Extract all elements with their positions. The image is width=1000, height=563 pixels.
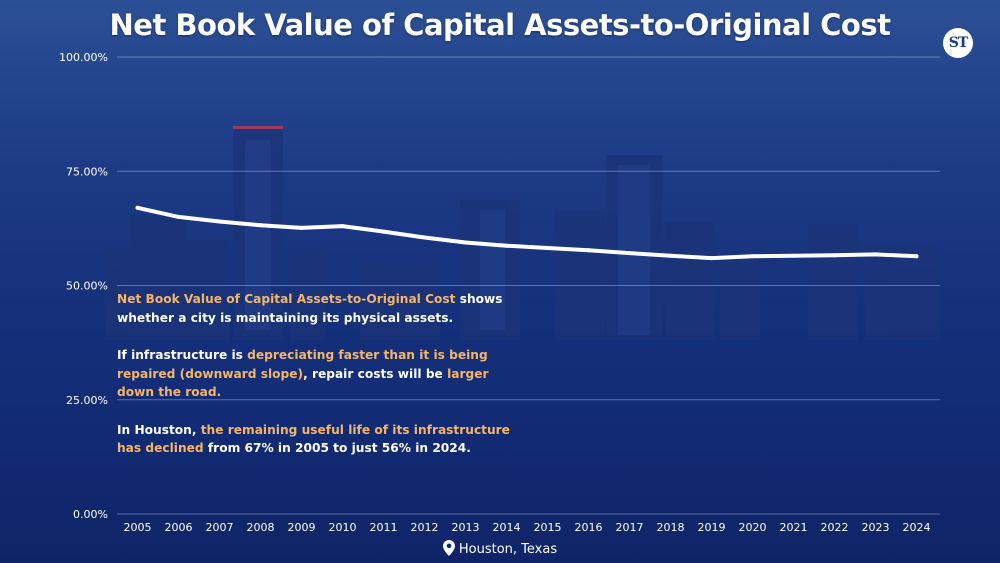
x-tick-label: 2022 — [821, 521, 849, 534]
annotation-paragraph-2: If infrastructure is depreciating faster… — [117, 346, 517, 402]
data-point — [422, 235, 427, 240]
data-point — [709, 256, 714, 261]
text-segment: In Houston, — [117, 422, 201, 437]
map-pin-icon — [442, 540, 455, 556]
data-point — [832, 253, 837, 258]
page-title: Net Book Value of Capital Assets-to-Orig… — [109, 8, 891, 42]
data-point — [914, 254, 919, 259]
text-segment: from 67% in 2005 to just 56% in 2024. — [203, 441, 471, 455]
x-tick-label: 2017 — [616, 521, 644, 534]
x-tick-label: 2012 — [411, 521, 439, 534]
logo: ST — [943, 28, 973, 58]
data-point — [463, 240, 468, 245]
y-tick-label: 50.00% — [66, 280, 108, 293]
text-segment: If infrastructure is — [117, 348, 248, 362]
x-tick-label: 2011 — [370, 521, 398, 534]
x-tick-label: 2010 — [329, 521, 357, 534]
x-tick-label: 2024 — [903, 521, 931, 534]
text-segment: , repair costs will be — [303, 366, 448, 381]
x-tick-label: 2005 — [124, 521, 152, 534]
y-tick-label: 25.00% — [66, 394, 108, 407]
x-tick-label: 2015 — [534, 521, 562, 534]
data-point — [340, 224, 345, 229]
x-tick-label: 2014 — [493, 521, 521, 534]
x-tick-label: 2021 — [780, 521, 808, 534]
data-point — [258, 223, 263, 228]
y-tick-label: 100.00% — [59, 51, 108, 64]
y-tick-label: 75.00% — [66, 165, 108, 178]
data-point — [545, 246, 550, 251]
data-point — [381, 229, 386, 234]
location-caption: Houston, Texas — [0, 540, 1000, 557]
data-point — [750, 254, 755, 259]
data-point — [504, 243, 509, 248]
highlighted-text: depreciating faster than it is being rep… — [117, 348, 488, 381]
data-point — [217, 219, 222, 224]
data-point — [668, 253, 673, 258]
x-tick-label: 2019 — [698, 521, 726, 534]
data-point — [176, 214, 181, 219]
data-point — [135, 205, 140, 210]
series-line — [135, 205, 919, 261]
x-tick-label: 2023 — [862, 521, 890, 534]
highlighted-text: larger down the road. — [117, 366, 489, 400]
location-label: Houston, Texas — [458, 542, 558, 557]
data-point — [627, 251, 632, 256]
x-tick-label: 2007 — [206, 521, 234, 534]
highlighted-text: Net Book Value of Capital Assets-to-Orig… — [117, 292, 456, 306]
data-point — [299, 225, 304, 230]
x-tick-label: 2009 — [288, 521, 316, 534]
text-segment: shows whether a city is maintaining its … — [117, 292, 503, 325]
x-tick-label: 2008 — [247, 521, 275, 534]
data-point — [791, 253, 796, 258]
x-tick-label: 2006 — [165, 521, 193, 534]
data-point — [873, 252, 878, 257]
x-tick-label: 2018 — [657, 521, 685, 534]
highlighted-text: the remaining useful life of its infrast… — [117, 422, 510, 456]
annotation-text: Net Book Value of Capital Assets-to-Orig… — [117, 290, 517, 477]
annotation-paragraph-1: Net Book Value of Capital Assets-to-Orig… — [117, 290, 517, 327]
data-point — [586, 248, 591, 253]
x-tick-label: 2013 — [452, 521, 480, 534]
annotation-paragraph-3: In Houston, the remaining useful life of… — [117, 421, 517, 458]
x-tick-label: 2020 — [739, 521, 767, 534]
y-tick-label: 0.00% — [73, 508, 108, 521]
x-tick-label: 2016 — [575, 521, 603, 534]
